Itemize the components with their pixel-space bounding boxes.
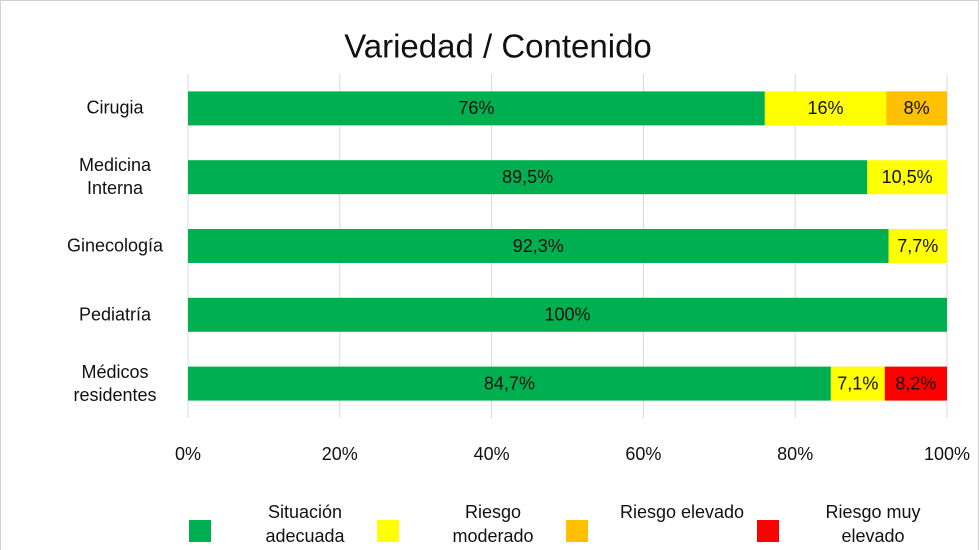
y-tick-label: Pediatría [78,304,152,325]
data-label: 89,5% [502,167,553,187]
x-tick-label: 20% [322,444,358,464]
data-label: 10,5% [882,167,933,187]
data-label: 16% [808,98,844,118]
bar-segment [884,366,947,401]
data-label: 8% [904,98,930,118]
legend-label: Riesgo muy elevado [825,502,921,546]
legend-label: Riesgo moderado [452,502,534,546]
bar-segment [888,229,947,263]
y-tick-label: Médicos residentes [73,361,157,405]
x-tick-label: 80% [777,444,813,464]
x-tick-label: 60% [625,444,661,464]
bar-segment [188,160,868,195]
bar-segment [188,229,889,263]
legend-swatch [757,520,779,542]
bar-segment [188,297,947,332]
bar-segment [764,91,887,126]
y-tick-label: Medicina Interna [78,155,152,199]
data-label: 8,2% [895,373,936,393]
y-tick-label: Ginecología [66,235,164,256]
x-tick-label: 0% [175,444,201,464]
bar-segment [886,91,947,126]
data-label: 100% [544,305,590,325]
bar-segment [188,366,831,401]
legend-label: Riesgo elevado [619,502,745,522]
chart-title: Variedad / Contenido [344,28,652,65]
legend-swatch [566,520,588,542]
data-label: 7,1% [837,373,878,393]
data-label: 92,3% [513,236,564,256]
legend-label: Situación adecuada [265,502,345,546]
x-tick-label: 100% [924,444,970,464]
data-label: 76% [458,98,494,118]
legend-swatch [189,520,211,542]
bar-segment [188,91,765,126]
data-label: 84,7% [484,373,535,393]
y-tick-label: Cirugia [86,97,144,118]
bar-segment [867,160,947,195]
data-label: 7,7% [897,236,938,256]
x-tick-label: 40% [474,444,510,464]
legend-swatch [377,520,399,542]
bar-segment [830,366,885,401]
